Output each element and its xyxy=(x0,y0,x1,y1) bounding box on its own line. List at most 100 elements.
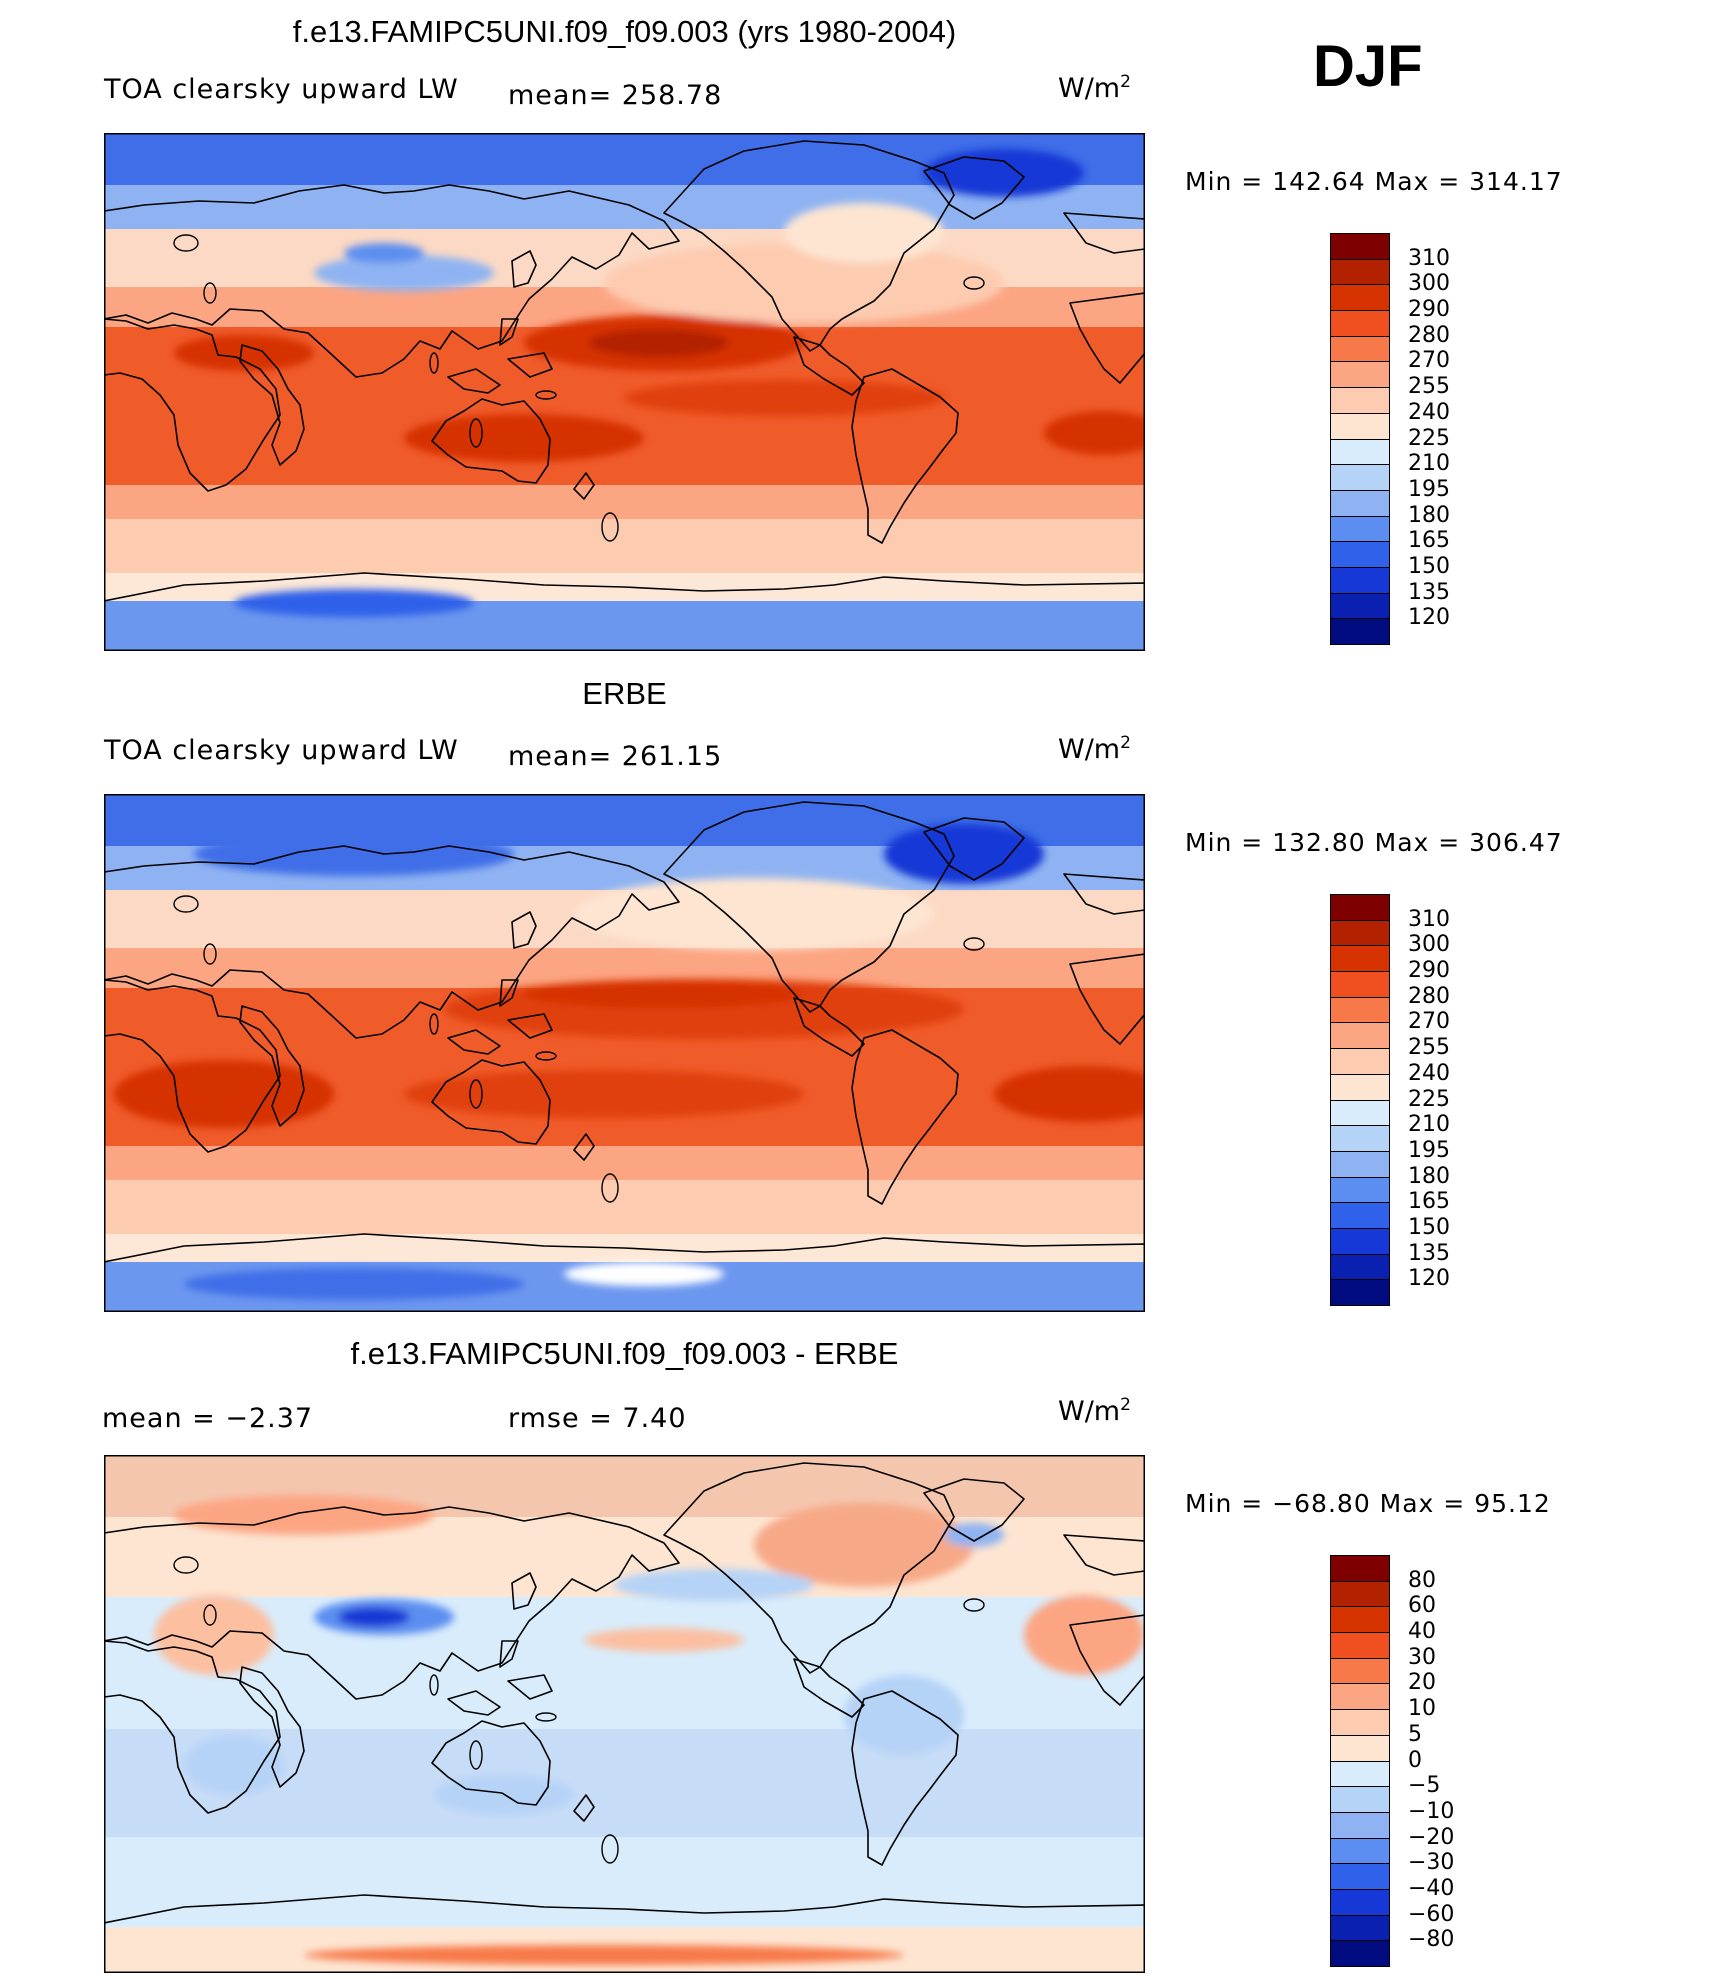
colorbar-box xyxy=(1330,1048,1390,1075)
colorbar-box xyxy=(1330,541,1390,568)
coastline xyxy=(663,801,955,1013)
colorbar-tick-label: 150 xyxy=(1408,1214,1450,1240)
island-coastline xyxy=(203,943,217,965)
colorbar-box xyxy=(1330,1580,1390,1608)
contour-region xyxy=(574,878,934,950)
coastline xyxy=(923,156,1025,220)
island-coastline xyxy=(963,276,985,290)
coastline xyxy=(431,1059,551,1145)
coastline xyxy=(239,1005,305,1127)
coastline xyxy=(104,572,1145,651)
coastlines xyxy=(104,801,1145,1312)
colorbar-box xyxy=(1330,438,1390,466)
contour-region xyxy=(944,1523,1004,1547)
coastline xyxy=(1069,292,1145,384)
contour-band xyxy=(104,1837,1145,1927)
coastline xyxy=(104,1640,281,1814)
coastline xyxy=(239,344,305,466)
contour-region xyxy=(404,1070,804,1118)
colorbar-box xyxy=(1330,1099,1390,1127)
map-obs-svg xyxy=(104,794,1145,1312)
colorbar-box xyxy=(1330,284,1390,312)
colorbar-box xyxy=(1330,489,1390,517)
island-coastline xyxy=(203,282,217,304)
colorbar-tick-label: 280 xyxy=(1408,983,1450,1009)
coastline xyxy=(104,1506,680,1700)
colorbar-box xyxy=(1330,1940,1390,1967)
colorbar-box xyxy=(1330,1022,1390,1050)
panel-model-minmax: Min = 142.64 Max = 314.17 xyxy=(1185,167,1563,196)
colorbar-box xyxy=(1330,361,1390,389)
colorbar-box xyxy=(1330,1202,1390,1229)
coastline xyxy=(431,1720,551,1806)
coastline xyxy=(1069,953,1145,1045)
colorbar-box xyxy=(1330,1734,1390,1762)
contour-region xyxy=(624,380,944,416)
colorbar-box xyxy=(1330,412,1390,440)
coastline xyxy=(104,845,680,1039)
contour-region xyxy=(154,1595,274,1675)
colorbar-box xyxy=(1330,919,1390,947)
panel-model-title: f.e13.FAMIPC5UNI.f09_f09.003 (yrs 1980-2… xyxy=(292,14,957,49)
island-coastline xyxy=(601,1173,619,1203)
coastline xyxy=(499,318,519,346)
coastline xyxy=(104,1233,1145,1312)
contour-region xyxy=(344,243,424,263)
coastline xyxy=(923,1478,1025,1542)
coastline xyxy=(793,997,865,1057)
colorbar-box xyxy=(1330,1888,1390,1916)
colorbar-tick-label: 195 xyxy=(1408,476,1450,502)
island-coastline xyxy=(429,1013,439,1035)
colorbar-box xyxy=(1330,1811,1390,1839)
colorbar-model: 310 300 290 280 270 255 240 225 210 195 180 165 150 1… xyxy=(1330,233,1450,645)
colorbar-tick-label: 240 xyxy=(1408,1060,1450,1086)
colorbar-box xyxy=(1330,335,1390,363)
colorbar-tick-label: 310 xyxy=(1408,906,1450,932)
contour-band xyxy=(104,1729,1145,1837)
panel-diff-title: f.e13.FAMIPC5UNI.f09_f09.003 - ERBE xyxy=(350,1336,899,1371)
contour-region xyxy=(314,255,494,291)
season-label: DJF xyxy=(1313,34,1423,99)
island-coastline xyxy=(601,1834,619,1864)
coastline xyxy=(507,1674,553,1700)
coastline xyxy=(1063,873,1145,915)
colorbar-tick-label: −20 xyxy=(1408,1824,1455,1850)
coastline xyxy=(447,1690,501,1716)
contour-band xyxy=(104,1180,1145,1234)
colorbar-tick-label: 255 xyxy=(1408,374,1450,400)
coastline xyxy=(239,1666,305,1788)
coastline xyxy=(447,1029,501,1055)
coastline xyxy=(499,979,519,1007)
colorbar-tick-label: 210 xyxy=(1408,1112,1450,1138)
contour-field xyxy=(104,794,1145,1312)
colorbar-tick-label: 270 xyxy=(1408,1009,1450,1035)
coastline xyxy=(1063,1534,1145,1576)
coastline xyxy=(499,1640,519,1668)
contour-region xyxy=(234,589,474,617)
colorbar-box xyxy=(1330,464,1390,491)
contour-region xyxy=(564,1262,724,1286)
coastline xyxy=(573,1133,595,1161)
coastline xyxy=(573,472,595,500)
colorbar-box xyxy=(1330,1279,1390,1306)
colorbar-tick-label: 150 xyxy=(1408,553,1450,579)
island-coastline xyxy=(173,895,199,913)
colorbar-tick-label: 10 xyxy=(1408,1696,1436,1722)
colorbar-tick-label: 165 xyxy=(1408,528,1450,554)
coastline xyxy=(663,1462,955,1674)
coastline xyxy=(851,1690,959,1866)
colorbar-box xyxy=(1330,1073,1390,1101)
colorbar-tick-label: 240 xyxy=(1408,399,1450,425)
colorbar-tick-label: 280 xyxy=(1408,322,1450,348)
contour-band xyxy=(104,519,1145,573)
colorbar-box xyxy=(1330,1760,1390,1788)
colorbar-tick-label: −10 xyxy=(1408,1798,1455,1824)
contour-region xyxy=(1044,411,1145,455)
island-coastline xyxy=(173,234,199,252)
colorbar-box xyxy=(1330,1786,1390,1813)
coastline xyxy=(447,368,501,394)
contour-region xyxy=(404,414,644,462)
colorbar-box xyxy=(1330,515,1390,543)
contour-band xyxy=(104,1597,1145,1729)
coastline xyxy=(507,1013,553,1039)
